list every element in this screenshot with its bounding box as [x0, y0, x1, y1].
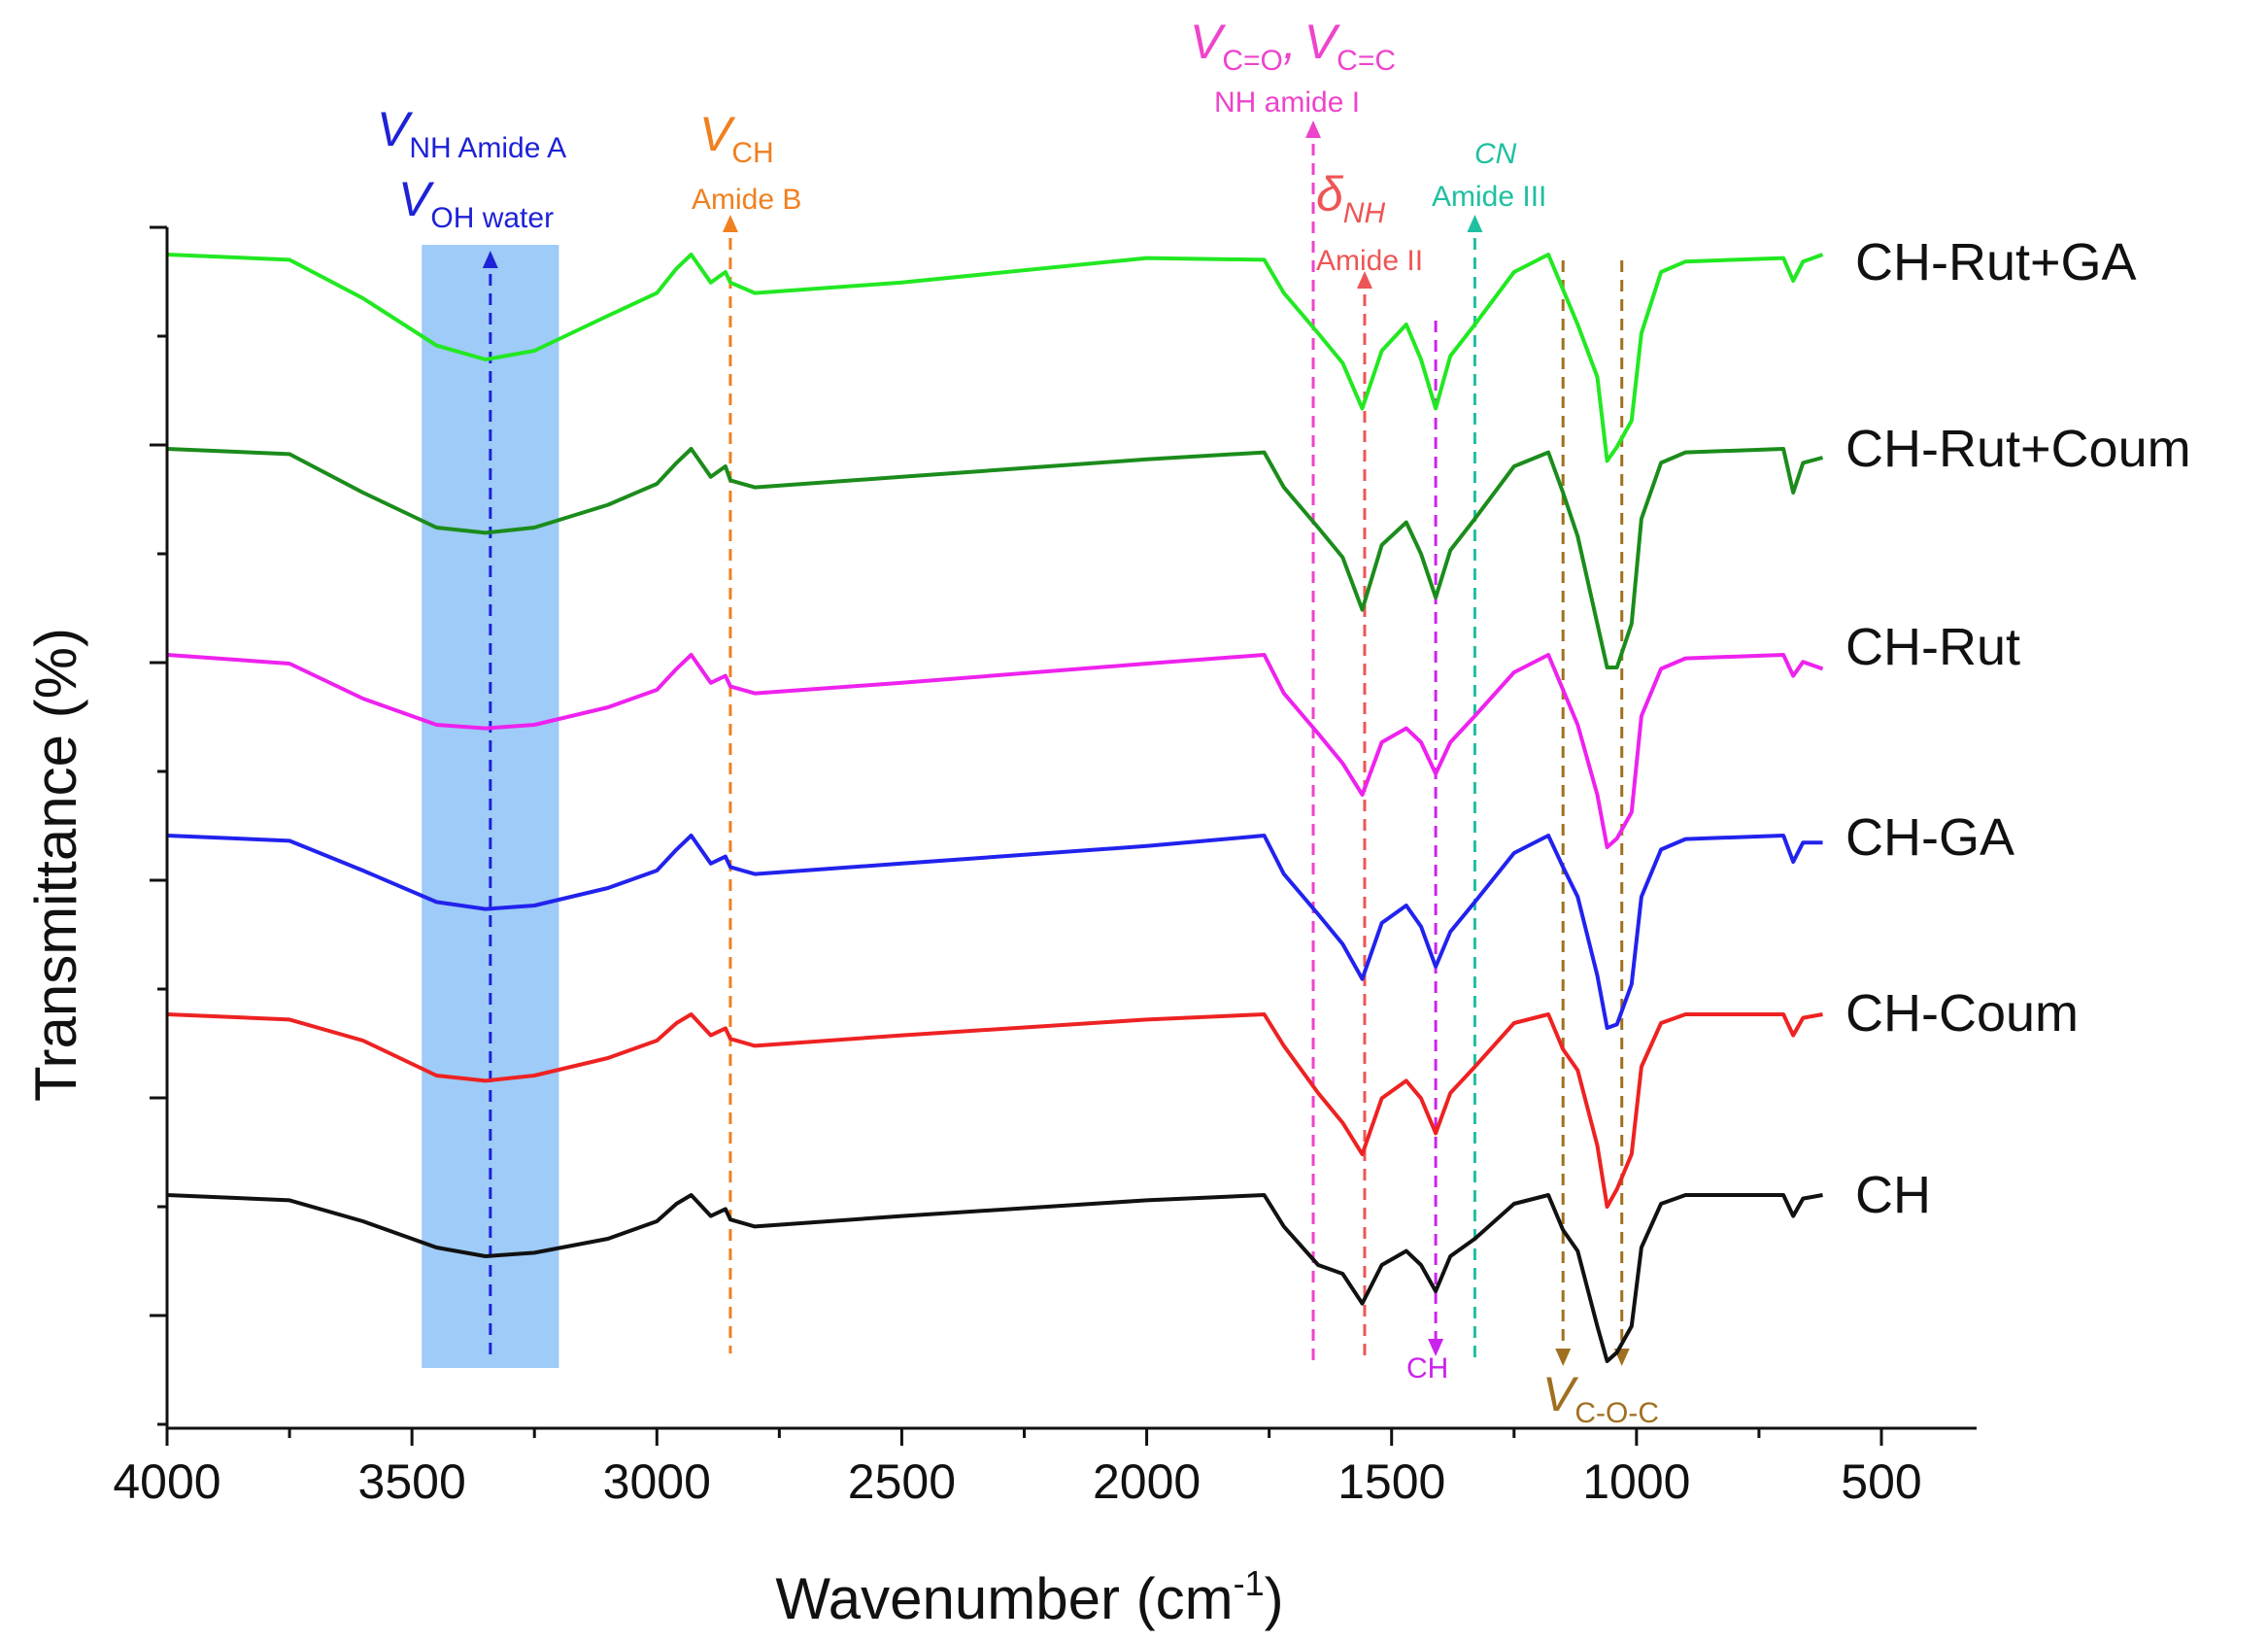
x-axis-title-main: Wavenumber (cm — [775, 1566, 1233, 1631]
annotation-amide-iii: Amide III — [1432, 181, 1546, 213]
series-label: CH-Rut+GA — [1855, 233, 2137, 291]
v-cc-sub: C=C — [1337, 45, 1396, 77]
x-tick-label: 2500 — [848, 1454, 956, 1509]
series-line — [166, 1012, 1823, 1209]
marker-arrowhead — [1356, 271, 1372, 289]
x-tick-label: 1000 — [1582, 1454, 1690, 1509]
marker-arrowhead — [1305, 120, 1322, 138]
series-layer — [166, 253, 1824, 1363]
x-axis-title: Wavenumber (cm-1) — [775, 1563, 1283, 1631]
annotation-oh-water: VOH water — [398, 172, 554, 234]
marker-arrowhead — [1428, 1339, 1444, 1356]
v-coc-symbol: V — [1542, 1367, 1579, 1421]
annotation-v-co-cc: VC=O, VC=C — [1190, 15, 1396, 77]
series-label: CH-Coum — [1845, 984, 2079, 1043]
x-tick-label: 2000 — [1093, 1454, 1201, 1509]
x-tick-label: 4000 — [113, 1454, 220, 1509]
marker-lines — [482, 120, 1630, 1366]
annotation-nh-amide-a: VNH Amide A — [377, 102, 566, 164]
v-coc-sub: C-O-C — [1574, 1397, 1659, 1429]
annotation-v-coc: VC-O-C — [1542, 1367, 1659, 1429]
oh-water-symbol: V — [398, 172, 435, 226]
series-line — [166, 447, 1824, 669]
annotation-v-ch: VCH — [699, 107, 774, 169]
v-co-sep: , — [1283, 15, 1297, 69]
delta-nh-symbol: δ — [1316, 167, 1344, 222]
oh-water-sub: OH water — [430, 202, 554, 234]
annotation-ch-bend: CH — [1406, 1352, 1448, 1385]
marker-arrowhead — [1467, 215, 1483, 232]
x-ticks: 4000 3500 3000 2500 2000 1500 1000 500 — [113, 1428, 1922, 1509]
series-line — [166, 834, 1823, 1030]
v-ch-sub: CH — [731, 137, 773, 169]
delta-nh-sub: NH — [1343, 197, 1386, 229]
marker-arrowhead — [722, 215, 738, 232]
x-axis-title-sup: -1 — [1234, 1563, 1265, 1603]
nh-amide-a-symbol: V — [377, 102, 414, 156]
nh-amide-a-sub: NH Amide A — [409, 132, 566, 164]
series-label: CH — [1855, 1166, 1931, 1224]
series-line — [166, 1193, 1823, 1363]
marker-arrowhead — [482, 251, 498, 268]
annotation-amide-b: Amide B — [692, 184, 801, 216]
y-ticks — [150, 225, 167, 1426]
series-line — [166, 253, 1824, 463]
v-co-sub: C=O — [1222, 45, 1283, 77]
series-label: CH-Rut — [1845, 618, 2020, 676]
series-labels: CH-Rut+GA CH-Rut+Coum CH-Rut CH-GA CH-Coum CH — [1845, 233, 2191, 1224]
y-axis-title: Transmittance (%) — [23, 628, 88, 1102]
marker-arrowhead — [1555, 1349, 1572, 1366]
series-label: CH-GA — [1845, 808, 2014, 867]
annotation-nh-amide-i: NH amide I — [1214, 86, 1360, 119]
series-line — [166, 653, 1824, 849]
x-tick-label: 1500 — [1337, 1454, 1445, 1509]
x-axis-title-close: ) — [1265, 1566, 1284, 1631]
v-co-symbol: V — [1190, 15, 1227, 69]
annotations: VNH Amide A VOH water VCH Amide B VC=O, V… — [377, 15, 1659, 1429]
x-tick-label: 3000 — [603, 1454, 711, 1509]
x-tick-label: 500 — [1841, 1454, 1921, 1509]
annotation-delta-nh: δNH — [1316, 167, 1385, 229]
annotation-cn: CN — [1474, 138, 1517, 170]
series-label: CH-Rut+Coum — [1845, 420, 2191, 478]
v-cc-symbol: V — [1304, 15, 1341, 69]
v-ch-symbol: V — [699, 107, 736, 161]
x-tick-label: 3500 — [358, 1454, 466, 1509]
annotation-amide-ii: Amide II — [1316, 245, 1423, 277]
